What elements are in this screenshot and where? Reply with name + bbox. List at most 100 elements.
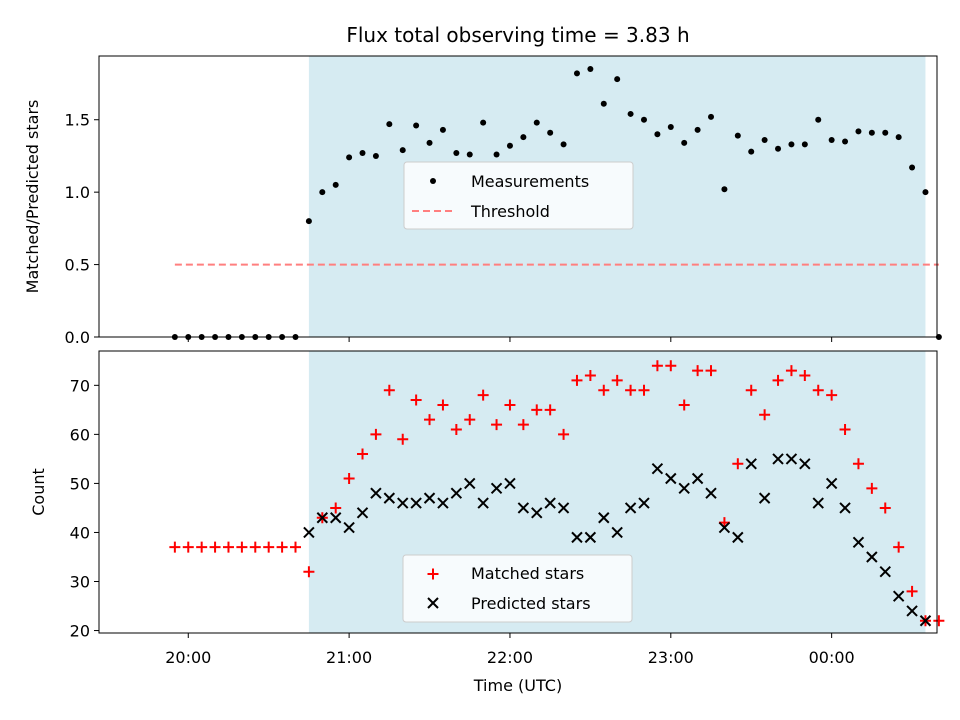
legend-x-glyph	[427, 597, 439, 609]
measurement-point	[721, 186, 728, 193]
predicted-stars-point	[732, 531, 744, 544]
measurement-point	[587, 66, 594, 73]
matched-stars-point	[692, 365, 704, 377]
bottom-y-tick-label: 30	[70, 573, 90, 592]
predicted-stars-point	[584, 531, 597, 544]
matched-stars-point	[491, 419, 503, 431]
predicted-stars-point	[383, 492, 396, 504]
x-tick-label: 23:00	[648, 648, 694, 667]
matched-stars-point	[544, 404, 556, 416]
measurement-point	[614, 76, 621, 83]
predicted-stars-point	[477, 497, 489, 509]
matched-stars-point	[785, 365, 797, 377]
predicted-stars-point	[611, 526, 623, 539]
measurement-point	[654, 131, 661, 138]
measurement-point	[815, 116, 822, 123]
matched-stars-point	[852, 458, 864, 470]
predicted-stars-point	[571, 531, 583, 544]
matched-stars-point	[866, 482, 878, 494]
matched-stars-point	[397, 433, 409, 445]
top-axes-frame	[98, 55, 938, 338]
matched-stars-point	[424, 414, 436, 426]
legend-matched-label: Matched stars	[471, 564, 584, 583]
predicted-stars-point	[504, 477, 516, 490]
matched-stars-point	[289, 541, 301, 553]
x-tick-label: 22:00	[487, 648, 533, 667]
measurement-point	[319, 189, 326, 196]
measurement-point	[359, 150, 366, 157]
measurement-point	[801, 141, 808, 148]
matched-stars-point	[330, 502, 342, 514]
predicted-stars-point	[343, 521, 355, 534]
measurement-point	[855, 128, 862, 135]
top-legend-box	[403, 161, 634, 230]
predicted-stars-point	[531, 507, 543, 519]
top-y-axis-ticks: 0.0 0.5 1.0 1.5	[65, 111, 99, 347]
top-y-tick-label: 0.5	[65, 256, 90, 275]
matched-stars-point	[357, 448, 369, 460]
measurement-point	[600, 100, 607, 107]
top-legend: Measurements Threshold	[403, 161, 634, 230]
measurement-point	[748, 148, 755, 155]
measurement-point	[480, 119, 487, 126]
predicted-stars-point	[839, 502, 851, 514]
bottom-legend-box	[402, 554, 633, 623]
measurement-point	[573, 70, 580, 77]
x-tick-label: 20:00	[165, 648, 211, 667]
matched-stars-point	[517, 419, 529, 431]
measurement-point	[386, 121, 393, 128]
matched-stars-point	[464, 414, 476, 426]
top-x-axis-ticks	[187, 337, 833, 342]
matched-stars-point	[370, 428, 382, 440]
predicted-stars-point	[919, 615, 932, 627]
matched-stars-point	[236, 541, 248, 553]
matched-stars-point	[611, 374, 623, 386]
predicted-stars-point	[450, 487, 463, 499]
measurement-point	[761, 137, 768, 144]
bottom-y-axis-label: Count	[29, 468, 48, 516]
predicted-stars-point	[544, 497, 556, 509]
bottom-y-axis-ticks: 20 30 40 50 60 70	[70, 376, 99, 641]
predicted-stars-point	[745, 458, 757, 470]
predicted-stars-point	[464, 477, 476, 490]
measurement-point	[466, 151, 473, 158]
predicted-stars-point	[879, 565, 891, 578]
measurement-point	[332, 181, 339, 188]
bottom-legend: Matched stars Predicted stars	[402, 554, 633, 623]
matched-stars-point	[263, 541, 275, 553]
matched-stars-point	[558, 428, 570, 440]
measurement-point	[372, 152, 379, 159]
predicted-stars-point	[316, 512, 329, 524]
matched-stars-point	[477, 389, 489, 401]
matched-stars-point	[598, 384, 610, 396]
matched-stars-point	[276, 541, 288, 553]
matched-stars-point	[879, 502, 891, 514]
matched-stars-point	[732, 458, 744, 470]
legend-predicted-marker	[427, 597, 439, 609]
matched-stars-point	[678, 399, 690, 411]
measurement-point	[667, 123, 674, 130]
measurement-point	[520, 134, 527, 141]
predicted-stars-point	[812, 497, 824, 509]
measurement-point	[547, 129, 554, 136]
predicted-stars-point	[638, 497, 650, 509]
measurement-point	[399, 147, 406, 154]
measurement-point	[828, 137, 835, 144]
matched-stars-point	[651, 360, 663, 372]
x-axis-label: Time (UTC)	[473, 676, 562, 695]
x-tick-label: 21:00	[326, 648, 372, 667]
matched-stars-point	[625, 384, 637, 396]
legend-measurements-label: Measurements	[471, 172, 589, 191]
measurement-point	[426, 139, 433, 146]
bottom-marks	[169, 360, 945, 627]
top-y-axis-label: Matched/Predicted stars	[23, 100, 42, 294]
legend-measurements-marker	[430, 178, 436, 184]
bottom-panel: 20 30 40 50 60 70 20:00 21:00 22:00 23:00 00:00 C…	[29, 350, 945, 695]
matched-stars-point	[196, 541, 208, 553]
measurement-point	[842, 138, 849, 145]
predicted-stars-point	[772, 453, 784, 465]
matched-stars-point	[772, 374, 784, 386]
predicted-stars-point	[892, 590, 905, 602]
chart-title: Flux total observing time = 3.83 h	[346, 23, 689, 47]
predicted-stars-point	[852, 536, 865, 548]
